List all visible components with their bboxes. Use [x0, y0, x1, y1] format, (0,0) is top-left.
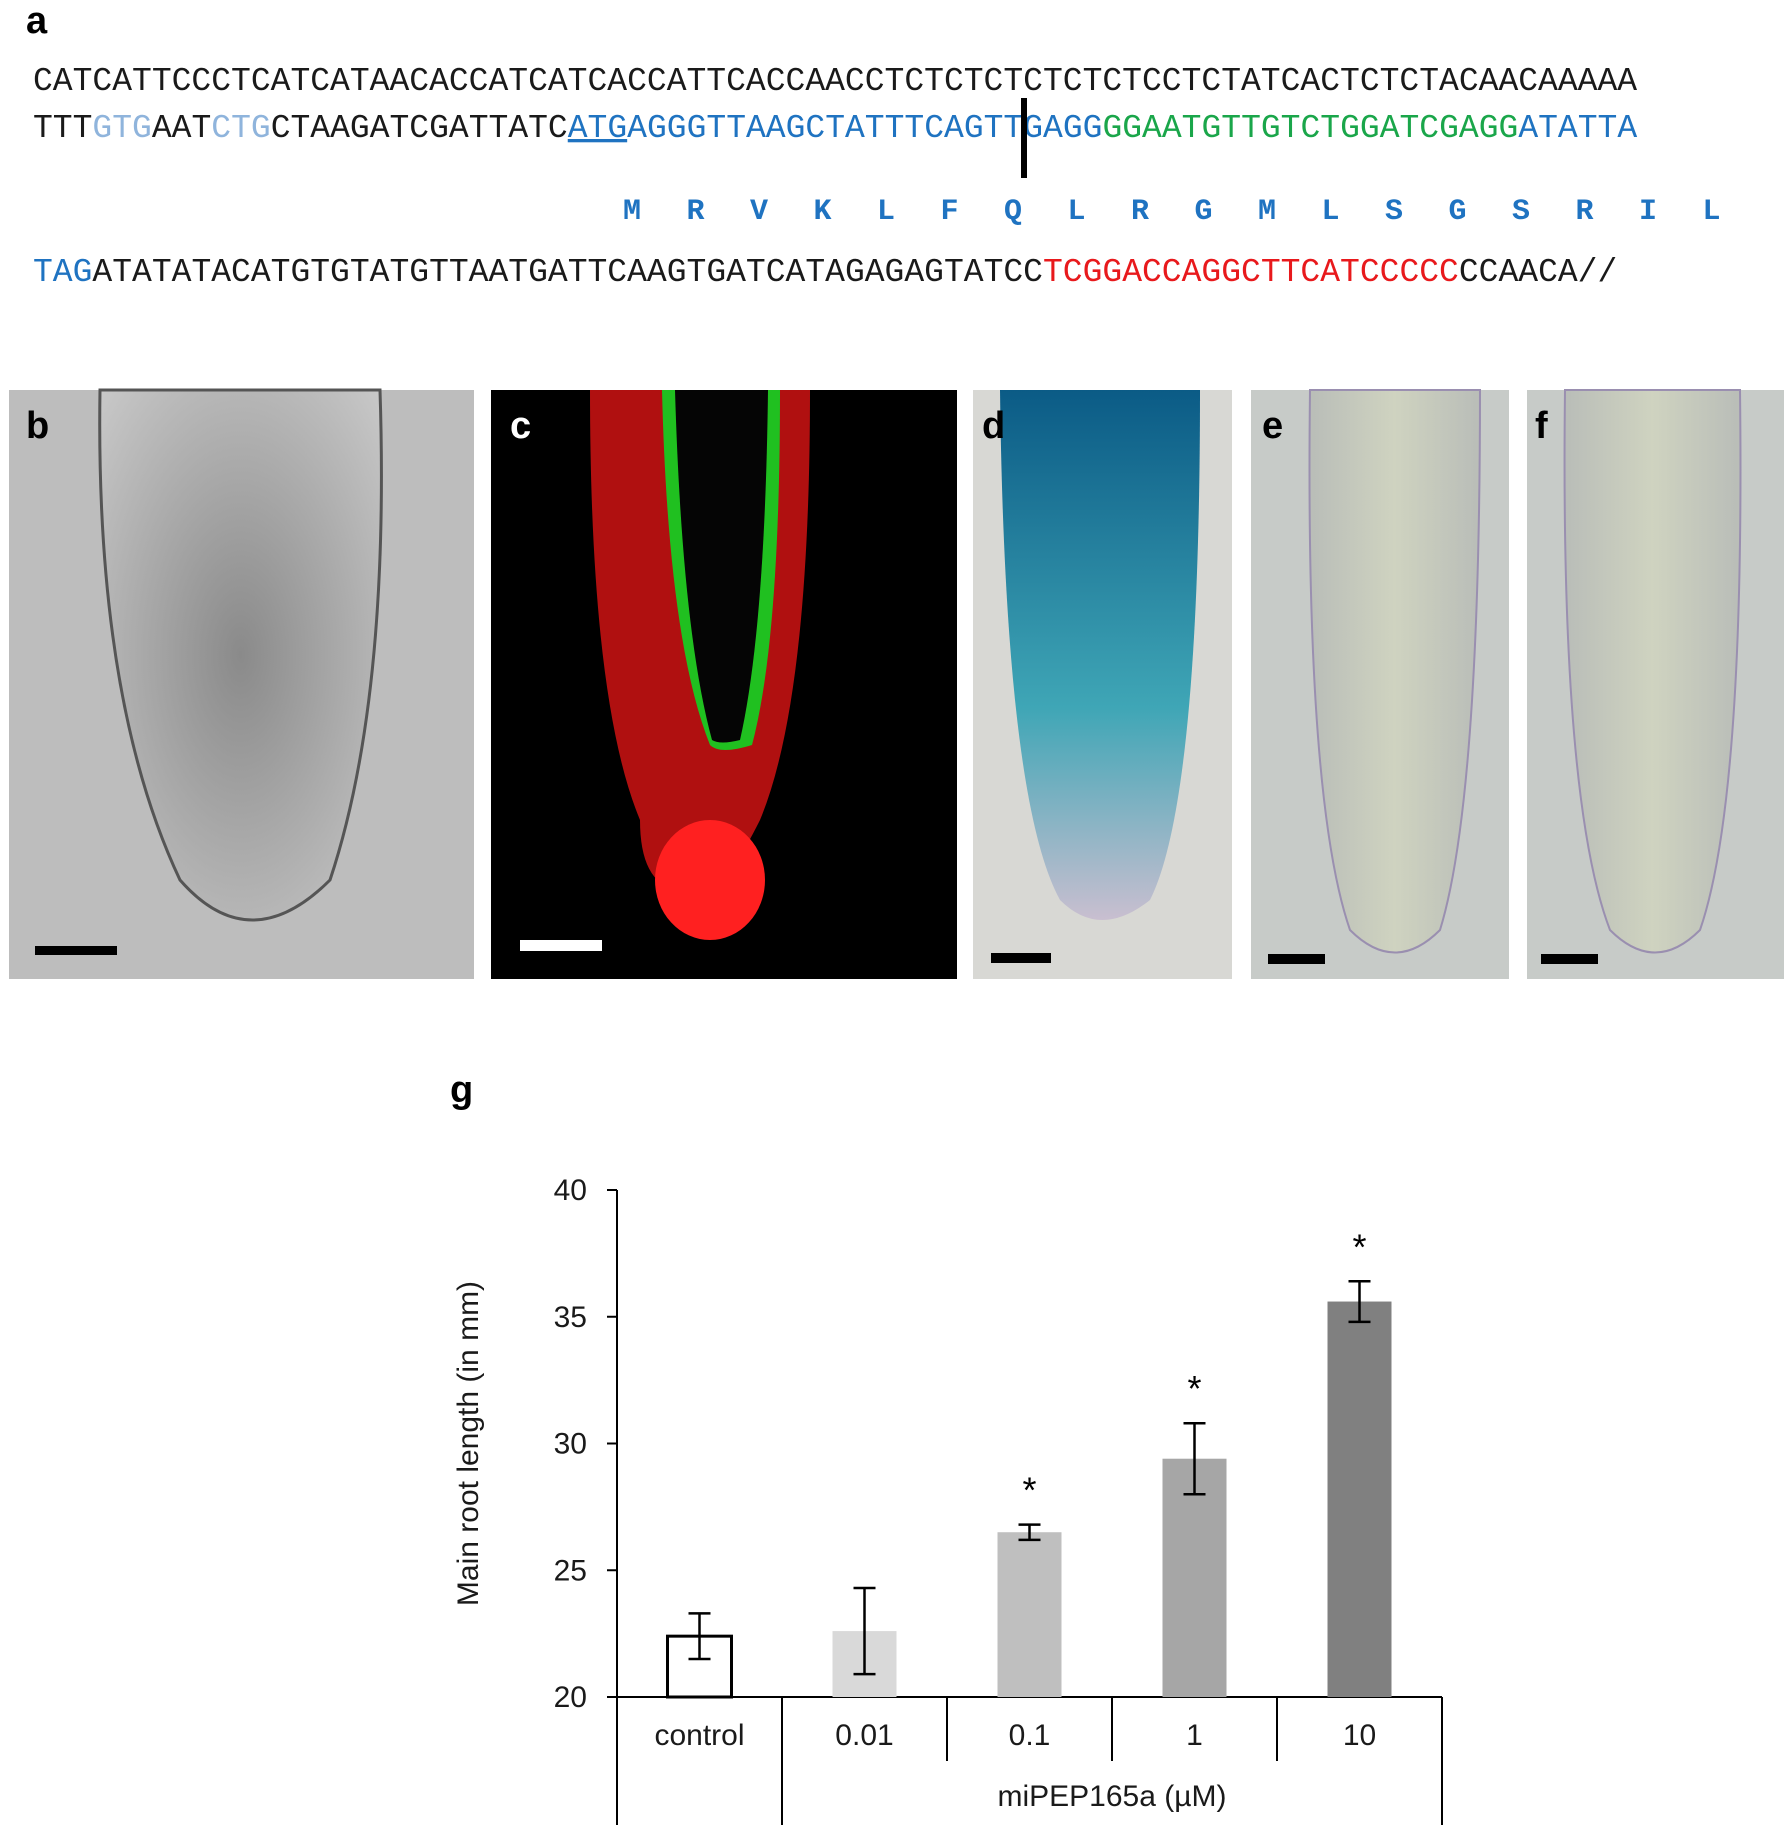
bar	[997, 1532, 1062, 1697]
x-tick-label: 1	[1186, 1719, 1203, 1752]
sequence-segment: CTG	[211, 110, 270, 147]
root	[1000, 390, 1200, 920]
sequence: CATCATTCCCTCATCATAACACCATCATCACCATTCACCA…	[33, 63, 1721, 291]
y-tick-label: 35	[554, 1301, 587, 1334]
amino-acid: S	[1512, 195, 1530, 229]
amino-acid: K	[813, 195, 831, 229]
panel-label: g	[450, 1069, 473, 1111]
y-tick-label: 30	[554, 1428, 587, 1461]
sequence-segment: CTAAGATCGATTATC	[271, 110, 568, 147]
bar	[1327, 1301, 1392, 1697]
bar-chart: 20 25 30 35 40 control 0.01 0.1 * 1 * 10 * miPEP165a …	[452, 1174, 1443, 1825]
root	[1563, 389, 1742, 954]
amino-acid: R	[1575, 195, 1593, 229]
y-tick-label: 20	[554, 1681, 587, 1714]
sequence-segment: ATATTA	[1518, 110, 1637, 147]
sequence-segment: GTG	[92, 110, 151, 147]
sequence-segment: TTT	[33, 110, 92, 147]
x-axis-label: miPEP165a (µM)	[997, 1780, 1226, 1813]
significance-marker: *	[1352, 1226, 1366, 1267]
scale-bar	[991, 953, 1051, 963]
sequence-segment: ATG	[568, 110, 627, 147]
sequence-line: TTTGTGAATCTGCTAAGATCGATTATCATGAGGGTTAAGC…	[33, 110, 1637, 147]
amino-acid: L	[1067, 195, 1085, 229]
sequence-segment: GGAATGTTGTCTGGATCGAGG	[1102, 110, 1518, 147]
root	[1308, 389, 1482, 954]
panel-label: b	[26, 405, 49, 447]
bar	[1162, 1458, 1227, 1697]
amino-acid: M	[623, 195, 641, 229]
amino-acid: S	[1385, 195, 1403, 229]
y-tick-label: 40	[554, 1174, 587, 1207]
amino-acid: L	[1321, 195, 1339, 229]
amino-acid: G	[1448, 195, 1466, 229]
sequence-line: CATCATTCCCTCATCATAACACCATCATCACCATTCACCA…	[33, 63, 1637, 100]
amino-acid: R	[1131, 195, 1149, 229]
panel-label: c	[510, 405, 531, 447]
panel-label: a	[26, 0, 48, 42]
significance-marker: *	[1022, 1470, 1036, 1511]
scale-bar	[1268, 954, 1325, 964]
scale-bar	[35, 946, 117, 955]
panel-label: e	[1262, 405, 1283, 447]
significance-marker: *	[1187, 1368, 1201, 1409]
amino-acid: L	[1702, 195, 1720, 229]
x-tick-label: 0.01	[835, 1719, 893, 1752]
amino-acid: I	[1639, 195, 1657, 229]
x-tick-label: 10	[1343, 1719, 1376, 1752]
sequence-segment: AGGGTTAAGCTATTTCAGTTGAGG	[627, 110, 1102, 147]
amino-acid: V	[750, 195, 768, 229]
panel-label: f	[1535, 405, 1548, 447]
x-tick-label: 0.1	[1009, 1719, 1051, 1752]
panel-label: d	[982, 405, 1005, 447]
sequence-line: TAGATATATACATGTGTATGTTAATGATTCAAGTGATCAT…	[33, 254, 1617, 291]
sequence-segment: ATATATACATGTGTATGTTAATGATTCAAGTGATCATAGA…	[92, 254, 1043, 291]
sequence-segment: AAT	[152, 110, 211, 147]
amino-acid: L	[877, 195, 895, 229]
root	[98, 388, 383, 922]
y-tick-label: 25	[554, 1554, 587, 1587]
scale-bar	[520, 940, 602, 951]
sequence-segment: TCGGACCAGGCTTCATCCCCC	[1043, 254, 1459, 291]
scale-bar	[1541, 954, 1598, 964]
amino-acid: Q	[1004, 195, 1022, 229]
y-axis-label: Main root length (in mm)	[452, 1281, 485, 1606]
sequence-segment: CCAACA//	[1459, 254, 1617, 291]
root-cap	[655, 820, 765, 940]
amino-acid: R	[686, 195, 704, 229]
stele-core	[675, 390, 768, 743]
sequence-segment: TAG	[33, 254, 92, 291]
amino-acid: F	[940, 195, 958, 229]
x-tick-label: control	[654, 1719, 744, 1752]
sequence-segment: CATCATTCCCTCATCATAACACCATCATCACCATTCACCA…	[33, 63, 1637, 100]
amino-acid: M	[1258, 195, 1276, 229]
amino-acid: G	[1194, 195, 1212, 229]
